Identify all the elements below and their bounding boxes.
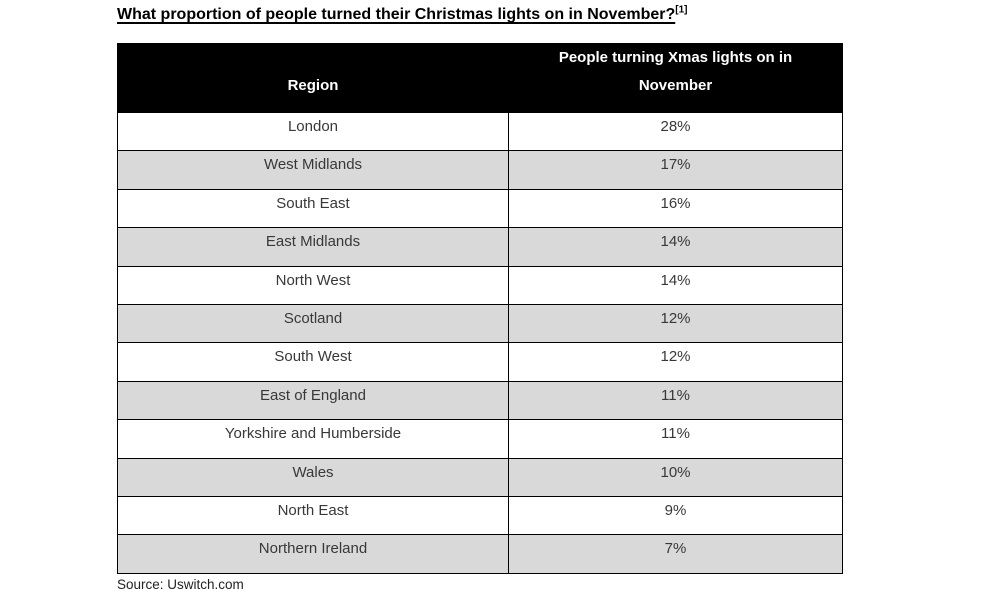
xmas-lights-table: Region People turning Xmas lights on in …	[117, 43, 843, 574]
region-cell: London	[117, 111, 509, 152]
region-cell: South East	[117, 188, 509, 229]
region-cell: Scotland	[117, 303, 509, 344]
column-header-region: Region	[117, 43, 509, 113]
region-cell: East Midlands	[117, 227, 509, 267]
region-cell: South West	[117, 342, 509, 382]
table-row: West Midlands 17%	[117, 150, 843, 190]
percentage-cell: 16%	[508, 188, 843, 229]
region-cell: Yorkshire and Humberside	[117, 419, 509, 459]
table-row: East of England 11%	[117, 380, 843, 421]
percentage-cell: 12%	[508, 342, 843, 382]
column-header-region-label: Region	[287, 77, 339, 94]
percentage-cell: 9%	[508, 495, 843, 536]
percentage-cell: 14%	[508, 265, 843, 305]
region-cell: Northern Ireland	[117, 534, 509, 574]
table-row: North West 14%	[117, 265, 843, 305]
percentage-cell: 10%	[508, 457, 843, 497]
source-attribution: Source: Uswitch.com	[117, 576, 244, 591]
table-row: East Midlands 14%	[117, 227, 843, 267]
table-row: South West 12%	[117, 342, 843, 382]
table-header-row: Region People turning Xmas lights on in …	[117, 43, 843, 113]
percentage-cell: 17%	[508, 150, 843, 190]
region-cell: Wales	[117, 457, 509, 497]
footnote-ref[interactable]: [1]	[675, 4, 688, 16]
table-row: North East 9%	[117, 495, 843, 536]
table-row: Northern Ireland 7%	[117, 534, 843, 574]
percentage-cell: 14%	[508, 227, 843, 267]
region-cell: West Midlands	[117, 150, 509, 190]
region-cell: North West	[117, 265, 509, 305]
table-row: London 28%	[117, 111, 843, 152]
table-row: Scotland 12%	[117, 303, 843, 344]
percentage-cell: 7%	[508, 534, 843, 574]
percentage-cell: 11%	[508, 380, 843, 421]
table-row: Yorkshire and Humberside 11%	[117, 419, 843, 459]
page-title-text: What proportion of people turned their C…	[117, 6, 676, 23]
percentage-cell: 12%	[508, 303, 843, 344]
region-cell: East of England	[117, 380, 509, 421]
column-header-percentage-label: People turning Xmas lights on in Novembe…	[558, 49, 793, 94]
percentage-cell: 11%	[508, 419, 843, 459]
page-title: What proportion of people turned their C…	[117, 4, 982, 24]
column-header-percentage: People turning Xmas lights on in Novembe…	[508, 43, 843, 113]
percentage-cell: 28%	[508, 111, 843, 152]
region-cell: North East	[117, 495, 509, 536]
table-row: South East 16%	[117, 188, 843, 229]
table-row: Wales 10%	[117, 457, 843, 497]
